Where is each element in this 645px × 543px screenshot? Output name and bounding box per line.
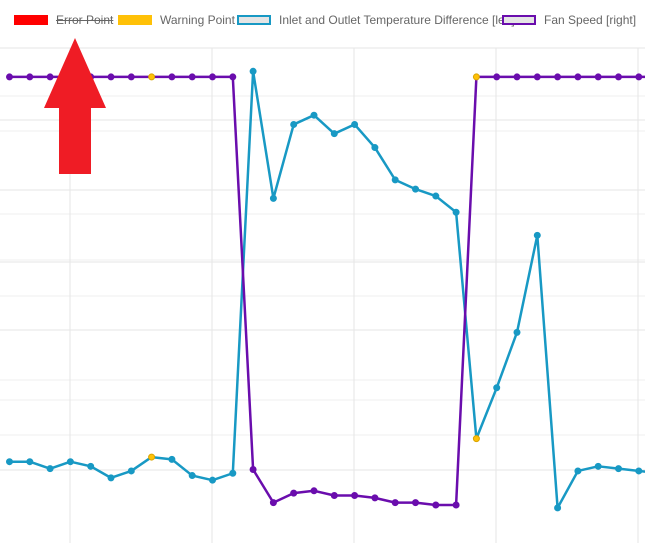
legend-swatch-temperature	[237, 15, 271, 25]
data-point[interactable]	[452, 501, 460, 509]
data-point[interactable]	[635, 467, 643, 475]
data-point[interactable]	[351, 120, 359, 128]
chart-grid	[0, 47, 645, 543]
data-point[interactable]	[574, 73, 582, 81]
series-temperature-difference	[6, 67, 645, 512]
data-point[interactable]	[554, 73, 562, 81]
legend-swatch-fan-speed	[502, 15, 536, 25]
data-point[interactable]	[290, 120, 298, 128]
data-point[interactable]	[310, 487, 318, 495]
data-point[interactable]	[107, 474, 115, 482]
data-point[interactable]	[26, 73, 34, 81]
legend-label: Inlet and Outlet Temperature Difference …	[279, 13, 515, 27]
data-point[interactable]	[46, 73, 54, 81]
data-point[interactable]	[188, 472, 196, 480]
data-point[interactable]	[371, 144, 379, 152]
warning-point[interactable]	[148, 73, 156, 81]
data-point[interactable]	[391, 176, 399, 184]
warning-point[interactable]	[472, 435, 480, 443]
legend-item-temperature-difference[interactable]: Inlet and Outlet Temperature Difference …	[237, 11, 515, 29]
data-point[interactable]	[6, 73, 13, 81]
data-point[interactable]	[594, 73, 602, 81]
data-point[interactable]	[26, 458, 34, 466]
data-point[interactable]	[209, 73, 216, 81]
data-point[interactable]	[513, 328, 521, 336]
up-arrow-icon	[44, 38, 106, 174]
data-point[interactable]	[412, 185, 419, 193]
legend-label: Warning Point	[160, 13, 235, 27]
warning-point[interactable]	[148, 453, 156, 461]
legend-item-warning-point[interactable]: Warning Point	[118, 11, 235, 29]
data-point[interactable]	[513, 73, 521, 81]
data-point[interactable]	[554, 504, 562, 512]
data-point[interactable]	[127, 467, 135, 475]
data-point[interactable]	[615, 73, 622, 81]
data-point[interactable]	[269, 499, 277, 507]
data-point[interactable]	[269, 194, 277, 202]
data-point[interactable]	[229, 469, 237, 477]
data-point[interactable]	[615, 465, 622, 473]
warning-point[interactable]	[472, 73, 480, 81]
data-point[interactable]	[351, 492, 359, 500]
data-point[interactable]	[493, 73, 501, 81]
data-point[interactable]	[635, 73, 643, 81]
chart-legend: Error Point Warning Point Inlet and Outl…	[0, 11, 645, 31]
data-point[interactable]	[188, 73, 196, 81]
series-fan-speed	[6, 73, 645, 509]
data-point[interactable]	[432, 501, 440, 509]
data-point[interactable]	[493, 384, 501, 392]
legend-label: Fan Speed [right]	[544, 13, 637, 27]
data-point[interactable]	[533, 73, 541, 81]
data-point[interactable]	[66, 458, 74, 466]
data-point[interactable]	[229, 73, 237, 81]
data-point[interactable]	[87, 462, 95, 470]
data-point[interactable]	[391, 499, 399, 507]
data-point[interactable]	[249, 466, 257, 474]
data-point[interactable]	[107, 73, 115, 81]
legend-item-error-point[interactable]: Error Point	[14, 11, 113, 29]
data-point[interactable]	[168, 455, 176, 463]
data-point[interactable]	[330, 130, 338, 138]
data-point[interactable]	[290, 489, 298, 497]
legend-swatch-warning	[118, 15, 152, 25]
data-point[interactable]	[249, 67, 257, 75]
legend-swatch-error	[14, 15, 48, 25]
data-point[interactable]	[412, 499, 419, 507]
data-point[interactable]	[371, 494, 379, 502]
data-point[interactable]	[168, 73, 176, 81]
data-point[interactable]	[310, 111, 318, 119]
data-point[interactable]	[127, 73, 135, 81]
data-point[interactable]	[452, 208, 460, 216]
chart-series	[6, 67, 645, 512]
data-point[interactable]	[432, 192, 440, 200]
data-point[interactable]	[533, 231, 541, 239]
data-point[interactable]	[46, 465, 54, 473]
data-point[interactable]	[330, 492, 338, 500]
legend-label: Error Point	[56, 13, 114, 27]
legend-item-fan-speed[interactable]: Fan Speed [right]	[502, 11, 636, 29]
data-point[interactable]	[594, 462, 602, 470]
data-point[interactable]	[6, 458, 13, 466]
data-point[interactable]	[209, 476, 216, 484]
data-point[interactable]	[574, 467, 582, 475]
